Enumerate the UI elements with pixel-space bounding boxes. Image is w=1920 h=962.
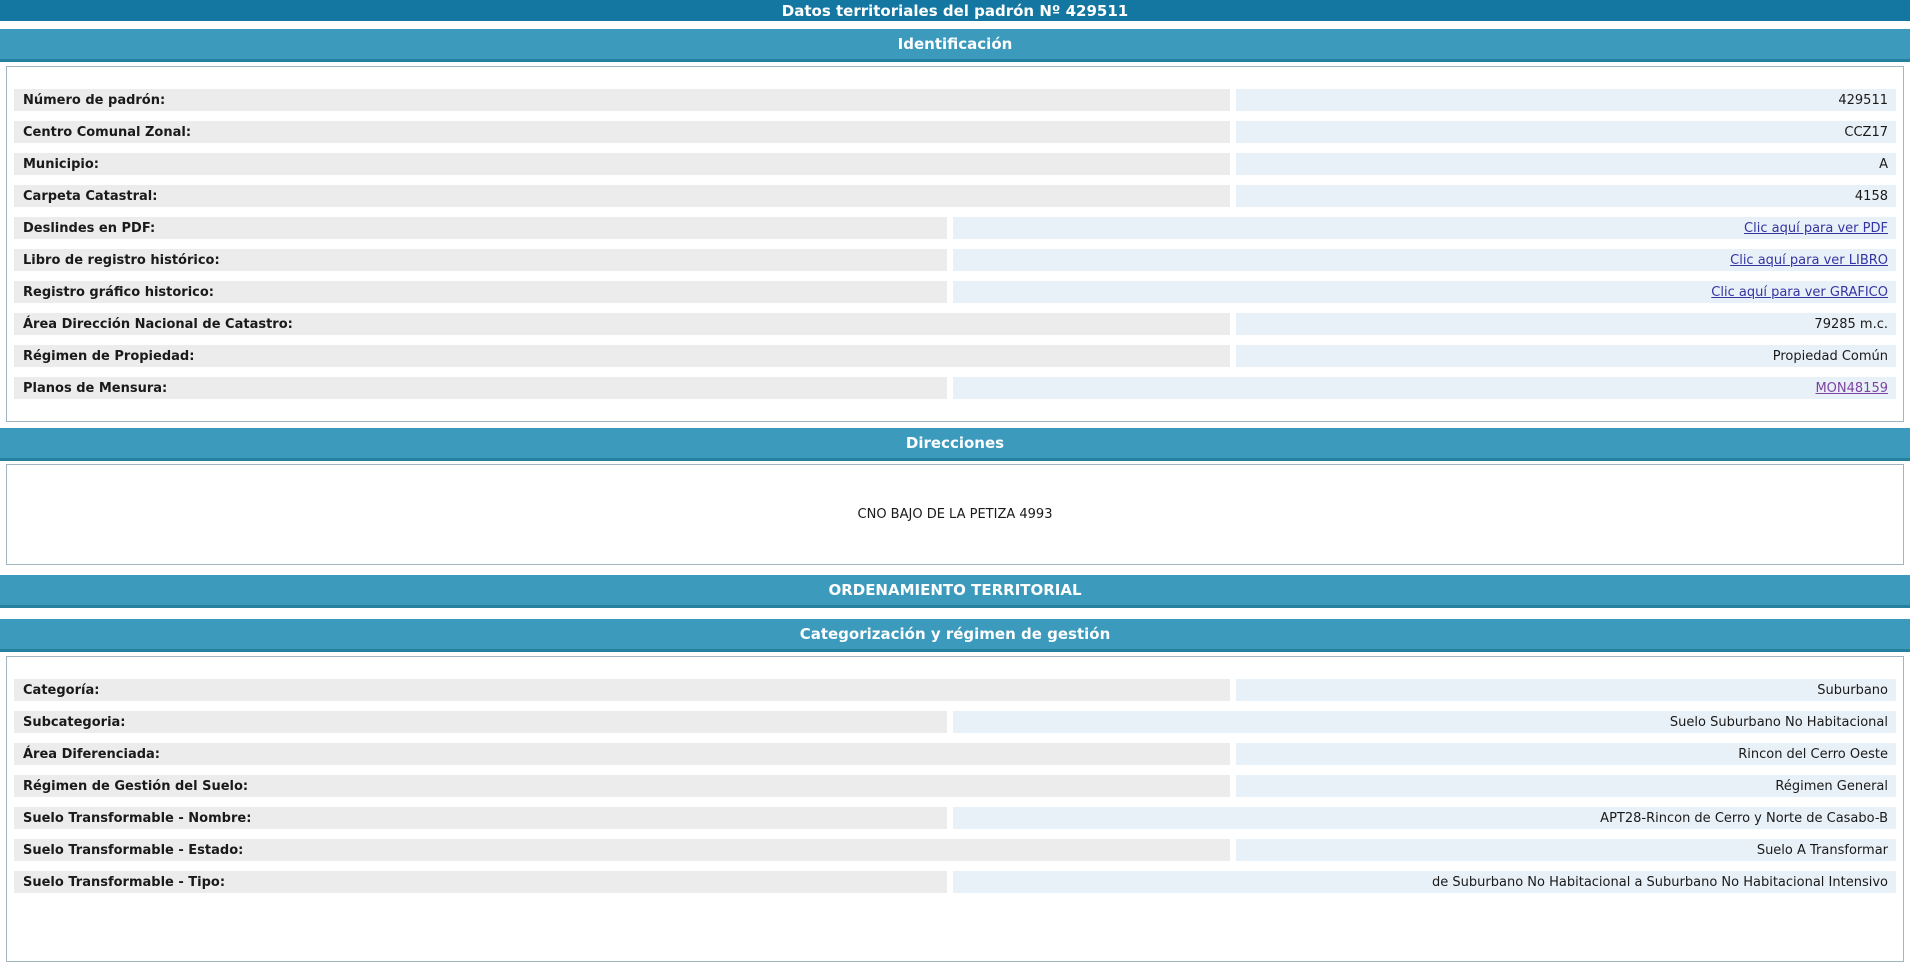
field-label: Planos de Mensura:: [14, 377, 948, 399]
row-numero-de-padron: Número de padrón: 429511: [14, 89, 1896, 111]
field-label: Carpeta Catastral:: [14, 185, 1230, 207]
identificacion-panel: Número de padrón: 429511 Centro Comunal …: [6, 66, 1904, 422]
field-label: Área Diferenciada:: [14, 743, 1230, 765]
row-centro-comunal-zonal: Centro Comunal Zonal: CCZ17: [14, 121, 1896, 143]
section-header-label: Identificación: [897, 35, 1013, 53]
plano-mensura-link[interactable]: MON48159: [1815, 380, 1888, 396]
field-value: Régimen General: [1235, 775, 1896, 797]
row-planos-de-mensura: Planos de Mensura: MON48159: [14, 377, 1896, 399]
field-value: Suelo Suburbano No Habitacional: [953, 711, 1896, 733]
field-value: 429511: [1235, 89, 1896, 111]
field-label: Municipio:: [14, 153, 1230, 175]
row-municipio: Municipio: A: [14, 153, 1896, 175]
section-header-label: ORDENAMIENTO TERRITORIAL: [828, 581, 1082, 599]
direcciones-panel: CNO BAJO DE LA PETIZA 4993: [6, 464, 1904, 565]
page-title: Datos territoriales del padrón Nº 429511: [781, 1, 1129, 20]
field-value: APT28-Rincon de Cerro y Norte de Casabo-…: [953, 807, 1896, 829]
row-area-dnc: Área Dirección Nacional de Catastro: 792…: [14, 313, 1896, 335]
row-carpeta-catastral: Carpeta Catastral: 4158: [14, 185, 1896, 207]
field-value: CCZ17: [1235, 121, 1896, 143]
row-area-diferenciada: Área Diferenciada: Rincon del Cerro Oest…: [14, 743, 1896, 765]
page-title-bar: Datos territoriales del padrón Nº 429511: [0, 0, 1910, 21]
field-label: Suelo Transformable - Tipo:: [14, 871, 948, 893]
field-label: Suelo Transformable - Estado:: [14, 839, 1230, 861]
field-label: Régimen de Gestión del Suelo:: [14, 775, 1230, 797]
spacer: [0, 21, 1910, 29]
row-registro-grafico-historico: Registro gráfico historico: Clic aquí pa…: [14, 281, 1896, 303]
section-header-identificacion: Identificación: [0, 29, 1910, 62]
field-value: Suburbano: [1235, 679, 1896, 701]
field-value: Rincon del Cerro Oeste: [1235, 743, 1896, 765]
categorizacion-panel: Categoría: Suburbano Subcategoria: Suelo…: [6, 656, 1904, 962]
field-label: Centro Comunal Zonal:: [14, 121, 1230, 143]
field-label: Categoría:: [14, 679, 1230, 701]
row-subcategoria: Subcategoria: Suelo Suburbano No Habitac…: [14, 711, 1896, 733]
field-value: 4158: [1235, 185, 1896, 207]
field-label: Libro de registro histórico:: [14, 249, 948, 271]
field-value: Suelo A Transformar: [1235, 839, 1896, 861]
spacer: [0, 608, 1910, 619]
section-header-label: Direcciones: [905, 434, 1005, 452]
ver-grafico-link[interactable]: Clic aquí para ver GRAFICO: [1711, 284, 1888, 300]
field-value: de Suburbano No Habitacional a Suburbano…: [953, 871, 1896, 893]
field-label: Número de padrón:: [14, 89, 1230, 111]
section-header-label: Categorización y régimen de gestión: [799, 625, 1111, 643]
row-regimen-gestion-suelo: Régimen de Gestión del Suelo: Régimen Ge…: [14, 775, 1896, 797]
section-header-direcciones: Direcciones: [0, 428, 1910, 461]
ver-libro-link[interactable]: Clic aquí para ver LIBRO: [1730, 252, 1888, 268]
field-value: 79285 m.c.: [1235, 313, 1896, 335]
field-label: Área Dirección Nacional de Catastro:: [14, 313, 1230, 335]
row-regimen-de-propiedad: Régimen de Propiedad: Propiedad Común: [14, 345, 1896, 367]
field-value: MON48159: [953, 377, 1896, 399]
field-value: Clic aquí para ver PDF: [953, 217, 1896, 239]
row-categoria: Categoría: Suburbano: [14, 679, 1896, 701]
field-value: Clic aquí para ver LIBRO: [953, 249, 1896, 271]
field-label: Suelo Transformable - Nombre:: [14, 807, 948, 829]
address-text: CNO BAJO DE LA PETIZA 4993: [857, 507, 1053, 522]
row-suelo-transformable-nombre: Suelo Transformable - Nombre: APT28-Rinc…: [14, 807, 1896, 829]
row-libro-registro-historico: Libro de registro histórico: Clic aquí p…: [14, 249, 1896, 271]
section-header-ordenamiento-territorial: ORDENAMIENTO TERRITORIAL: [0, 575, 1910, 608]
section-header-categorizacion: Categorización y régimen de gestión: [0, 619, 1910, 652]
field-label: Régimen de Propiedad:: [14, 345, 1230, 367]
field-value: A: [1235, 153, 1896, 175]
field-label: Deslindes en PDF:: [14, 217, 948, 239]
field-label: Registro gráfico historico:: [14, 281, 948, 303]
row-suelo-transformable-tipo: Suelo Transformable - Tipo: de Suburbano…: [14, 871, 1896, 893]
row-suelo-transformable-estado: Suelo Transformable - Estado: Suelo A Tr…: [14, 839, 1896, 861]
field-value: Propiedad Común: [1235, 345, 1896, 367]
field-value: Clic aquí para ver GRAFICO: [953, 281, 1896, 303]
row-deslindes-pdf: Deslindes en PDF: Clic aquí para ver PDF: [14, 217, 1896, 239]
ver-pdf-link[interactable]: Clic aquí para ver PDF: [1744, 220, 1888, 236]
field-label: Subcategoria:: [14, 711, 948, 733]
spacer: [0, 565, 1910, 575]
